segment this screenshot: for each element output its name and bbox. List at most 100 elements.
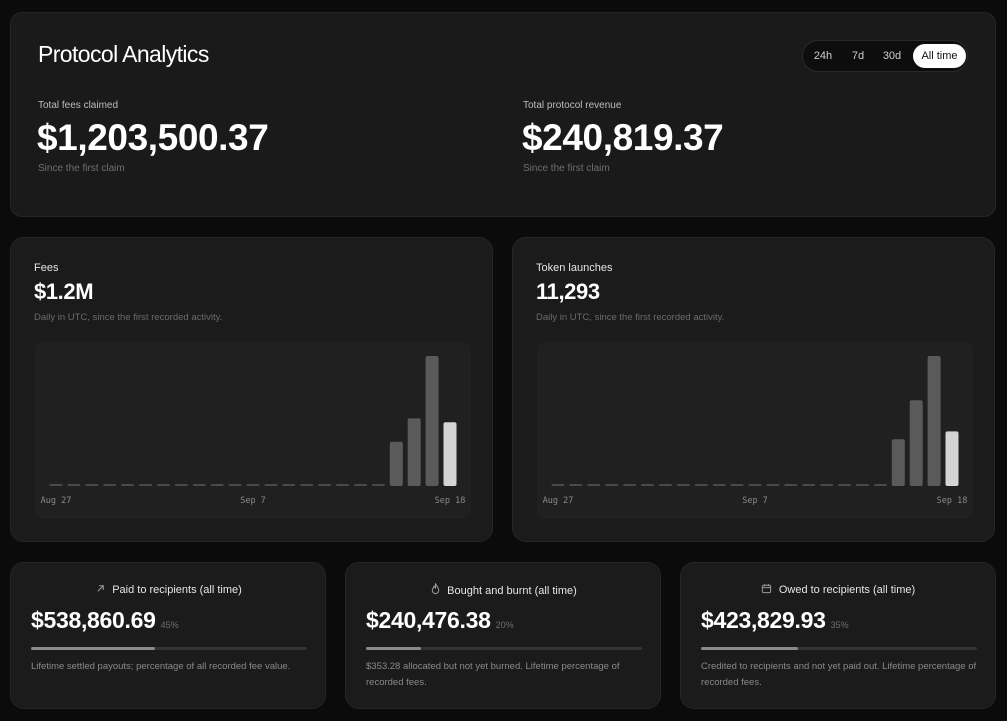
bar-aug-28[interactable] [67, 484, 81, 486]
range-30d-button[interactable]: 30d [882, 50, 902, 62]
fees-chart-svg: Aug 27 Sep 7 Sep 18 [41, 356, 466, 506]
bar-sep-12[interactable] [336, 484, 350, 486]
bar-aug-29[interactable] [587, 484, 601, 486]
protocol-revenue-sub: Since the first claim [523, 163, 610, 174]
bar-sep-18[interactable] [945, 431, 959, 486]
total-fees-sub: Since the first claim [38, 163, 125, 174]
bar-sep-11[interactable] [318, 484, 332, 486]
total-fees-label: Total fees claimed [38, 100, 119, 111]
token-launches-chart-card: Token launches 11,293 Daily in UTC, sinc… [512, 237, 995, 542]
fees-chart-card: Fees $1.2M Daily in UTC, since the first… [10, 237, 493, 542]
bar-sep-4[interactable] [192, 484, 206, 486]
arrow-up-right-icon [94, 583, 106, 597]
protocol-revenue-label: Total protocol revenue [523, 100, 622, 111]
x-tick-label: Sep 7 [240, 496, 266, 506]
bar-sep-18[interactable] [443, 422, 457, 486]
calendar-icon [761, 583, 773, 597]
bar-sep-1[interactable] [641, 484, 654, 486]
token-launches-bar-chart: Aug 27 Sep 7 Sep 18 [537, 342, 973, 519]
x-tick-label: Sep 7 [742, 496, 768, 506]
x-tick-label: Aug 27 [543, 496, 574, 506]
bar-sep-7[interactable] [246, 484, 260, 486]
bar-sep-1[interactable] [139, 484, 152, 486]
bar-sep-16[interactable] [407, 418, 421, 486]
bar-sep-4[interactable] [694, 484, 708, 486]
bar-sep-16[interactable] [909, 400, 923, 486]
bar-aug-31[interactable] [121, 484, 135, 486]
bar-sep-10[interactable] [802, 484, 816, 486]
bar-sep-14[interactable] [371, 484, 385, 486]
bar-sep-3[interactable] [676, 484, 690, 486]
bar-sep-2[interactable] [156, 484, 170, 486]
bar-sep-5[interactable] [712, 484, 726, 486]
protocol-analytics-header: Protocol Analytics 24h 7d 30d All time T… [10, 12, 996, 217]
bar-sep-10[interactable] [300, 484, 314, 486]
bought-and-burnt-card: Bought and burnt (all time) $240,476.38 2… [345, 562, 661, 709]
bar-aug-29[interactable] [85, 484, 99, 486]
paid-card-description: Lifetime settled payouts; percentage of … [31, 661, 291, 672]
bar-sep-15[interactable] [389, 441, 403, 486]
owed-progress-fill [701, 647, 798, 650]
fees-bar-chart: Aug 27 Sep 7 Sep 18 [35, 342, 471, 519]
bar-sep-15[interactable] [891, 439, 905, 486]
burnt-card-title: Bought and burnt (all time) [447, 585, 577, 597]
bar-sep-17[interactable] [927, 356, 941, 486]
owed-card-percent: 35% [830, 620, 849, 630]
bar-sep-9[interactable] [282, 484, 296, 486]
owed-card-title: Owed to recipients (all time) [778, 584, 916, 596]
bar-sep-8[interactable] [766, 484, 780, 486]
paid-card-title: Paid to recipients (all time) [112, 584, 242, 596]
burnt-card-description: $353.28 allocated but not yet burned. Li… [366, 661, 620, 688]
total-fees-value: $1,203,500.37 [37, 117, 269, 158]
protocol-revenue-value: $240,819.37 [522, 117, 724, 158]
bar-sep-11[interactable] [820, 484, 834, 486]
owed-to-recipients-card: Owed to recipients (all time) $423,829.9… [680, 562, 996, 709]
bar-aug-30[interactable] [605, 484, 619, 486]
paid-card-percent: 45% [160, 620, 179, 630]
time-range-selector: 24h 7d 30d All time [802, 40, 968, 72]
token-launches-chart-value: 11,293 [536, 279, 600, 304]
bar-sep-13[interactable] [856, 484, 869, 486]
bar-aug-31[interactable] [623, 484, 637, 486]
bar-sep-2[interactable] [658, 484, 672, 486]
owed-card-description: Credited to recipients and not yet paid … [701, 661, 977, 688]
bar-aug-30[interactable] [103, 484, 117, 486]
burnt-card-value: $240,476.38 [366, 607, 491, 633]
bar-sep-3[interactable] [174, 484, 188, 486]
bar-sep-12[interactable] [838, 484, 852, 486]
fees-chart-title: Fees [34, 262, 59, 274]
paid-progress-bar [31, 647, 307, 650]
fees-chart-value: $1.2M [34, 279, 94, 304]
burnt-card-percent: 20% [495, 620, 514, 630]
token-launches-chart-svg: Aug 27 Sep 7 Sep 18 [543, 356, 968, 506]
x-tick-label: Sep 18 [937, 496, 968, 506]
range-7d-button[interactable]: 7d [851, 50, 865, 62]
bar-sep-6[interactable] [730, 484, 744, 486]
bar-sep-13[interactable] [354, 484, 367, 486]
range-24h-button[interactable]: 24h [813, 50, 833, 62]
bar-sep-8[interactable] [264, 484, 278, 486]
paid-progress-fill [31, 647, 156, 650]
bar-sep-7[interactable] [748, 484, 762, 486]
bar-aug-28[interactable] [569, 484, 583, 486]
bar-sep-5[interactable] [210, 484, 224, 486]
owed-card-value: $423,829.93 [701, 607, 826, 633]
burnt-progress-fill [366, 647, 422, 650]
flame-icon [429, 582, 441, 598]
x-tick-label: Aug 27 [41, 496, 72, 506]
owed-progress-bar [701, 647, 977, 650]
bar-aug-27[interactable] [551, 484, 565, 486]
bar-aug-27[interactable] [49, 484, 63, 486]
x-tick-label: Sep 18 [435, 496, 466, 506]
page-title: Protocol Analytics [38, 41, 209, 67]
paid-to-recipients-card: Paid to recipients (all time) $538,860.6… [10, 562, 326, 709]
paid-card-value: $538,860.69 [31, 607, 156, 633]
token-launches-chart-title: Token launches [536, 262, 613, 274]
bar-sep-6[interactable] [228, 484, 242, 486]
fees-chart-subtitle: Daily in UTC, since the first recorded a… [34, 312, 223, 323]
bar-sep-17[interactable] [425, 356, 439, 486]
bar-sep-9[interactable] [784, 484, 798, 486]
burnt-progress-bar [366, 647, 642, 650]
range-all-time-button[interactable]: All time [913, 44, 966, 68]
bar-sep-14[interactable] [873, 484, 887, 486]
